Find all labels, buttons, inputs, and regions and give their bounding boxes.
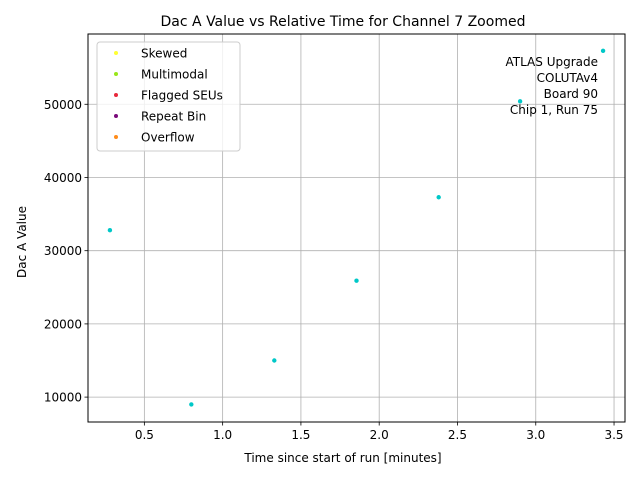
x-tick-label: 3.5 bbox=[604, 428, 623, 442]
annotation-line: Board 90 bbox=[544, 87, 598, 101]
legend-marker bbox=[114, 51, 118, 55]
y-tick-label: 40000 bbox=[44, 171, 82, 185]
x-tick-label: 2.0 bbox=[370, 428, 389, 442]
x-tick-label: 1.0 bbox=[213, 428, 232, 442]
x-tick-label: 2.5 bbox=[448, 428, 467, 442]
annotation-line: COLUTAv4 bbox=[537, 71, 598, 85]
data-point bbox=[436, 195, 441, 200]
annotation-line: Chip 1, Run 75 bbox=[510, 103, 598, 117]
x-tick-label: 0.5 bbox=[135, 428, 154, 442]
data-point bbox=[107, 227, 113, 233]
legend-marker bbox=[114, 114, 118, 118]
x-tick-label: 3.0 bbox=[526, 428, 545, 442]
legend-marker bbox=[114, 72, 118, 76]
legend-label: Repeat Bin bbox=[141, 110, 206, 124]
plot-frame bbox=[87, 33, 626, 423]
y-tick-label: 10000 bbox=[44, 391, 82, 405]
data-points bbox=[107, 48, 606, 407]
y-tick-label: 20000 bbox=[44, 317, 82, 331]
legend-marker bbox=[114, 135, 118, 139]
data-point bbox=[354, 278, 359, 283]
axis-ticks: 0.5 1.0 1.5 2.0 2.5 3.0 3.5 10000 20000 30000 4000… bbox=[44, 98, 624, 442]
run-annotation: ATLAS Upgrade COLUTAv4 Board 90 Chip 1, Run… bbox=[505, 55, 598, 117]
chart-title: Dac A Value vs Relative Time for Channel… bbox=[161, 14, 526, 30]
x-tick-label: 1.5 bbox=[291, 428, 310, 442]
data-point bbox=[272, 358, 277, 363]
y-axis-label: Dac A Value bbox=[15, 206, 29, 278]
legend-marker bbox=[114, 93, 118, 97]
y-tick-label: 30000 bbox=[44, 244, 82, 258]
legend-label: Multimodal bbox=[141, 68, 208, 82]
data-point bbox=[517, 99, 523, 104]
data-point bbox=[189, 402, 194, 407]
legend-label: Skewed bbox=[141, 47, 187, 61]
data-point bbox=[600, 48, 606, 54]
legend-label: Flagged SEUs bbox=[141, 89, 223, 103]
legend-box bbox=[96, 41, 241, 152]
annotation-line: ATLAS Upgrade bbox=[505, 55, 598, 69]
y-tick-label: 50000 bbox=[44, 98, 82, 112]
legend-label: Overflow bbox=[141, 131, 195, 145]
x-axis-label: Time since start of run [minutes] bbox=[243, 451, 441, 465]
legend: Skewed Multimodal Flagged SEUs Repeat Bin Ov… bbox=[96, 41, 241, 152]
